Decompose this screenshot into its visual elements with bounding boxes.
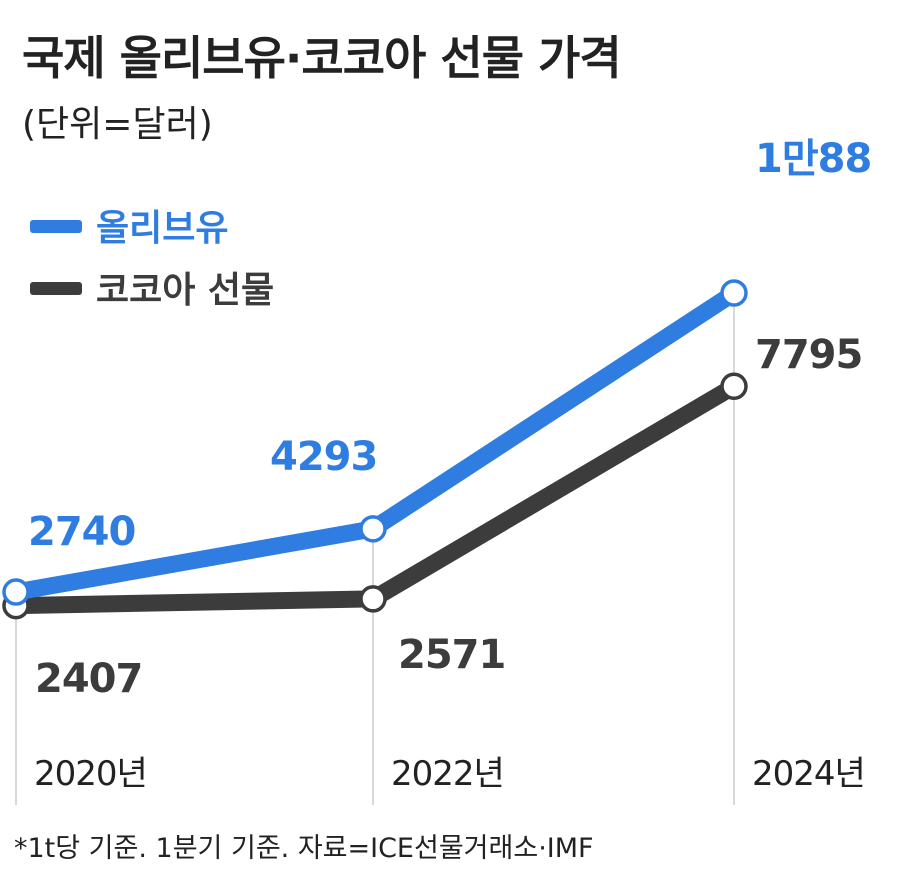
data-label-olive: 4293: [270, 434, 377, 480]
legend-swatch-olive: [30, 220, 82, 233]
data-point-cocoa: [720, 372, 748, 401]
data-point-olive: [720, 279, 748, 307]
data-point-olive: [359, 515, 387, 543]
source-note: *1t당 기준. 1분기 기준. 자료=ICE선물거래소·IMF: [14, 833, 594, 864]
x-tick-label: 2020년: [34, 754, 147, 794]
data-point-olive: [2, 578, 30, 606]
x-tick-label: 2024년: [752, 754, 865, 794]
legend-label-cocoa: 코코아 선물: [96, 270, 275, 311]
x-tick-label: 2022년: [391, 754, 504, 794]
data-label-cocoa: 2407: [35, 656, 142, 702]
chart-unit-subtitle: (단위=달러): [22, 104, 213, 145]
legend-label-olive: 올리브유: [96, 208, 229, 249]
legend-swatch-cocoa: [30, 282, 82, 295]
data-label-cocoa: 7795: [755, 332, 862, 378]
data-point-cocoa: [359, 585, 387, 613]
data-label-olive: 1만88: [755, 136, 871, 182]
data-label-olive: 2740: [28, 509, 135, 555]
data-label-cocoa: 2571: [398, 632, 505, 678]
chart-title: 국제 올리브유·코코아 선물 가격: [22, 31, 622, 85]
